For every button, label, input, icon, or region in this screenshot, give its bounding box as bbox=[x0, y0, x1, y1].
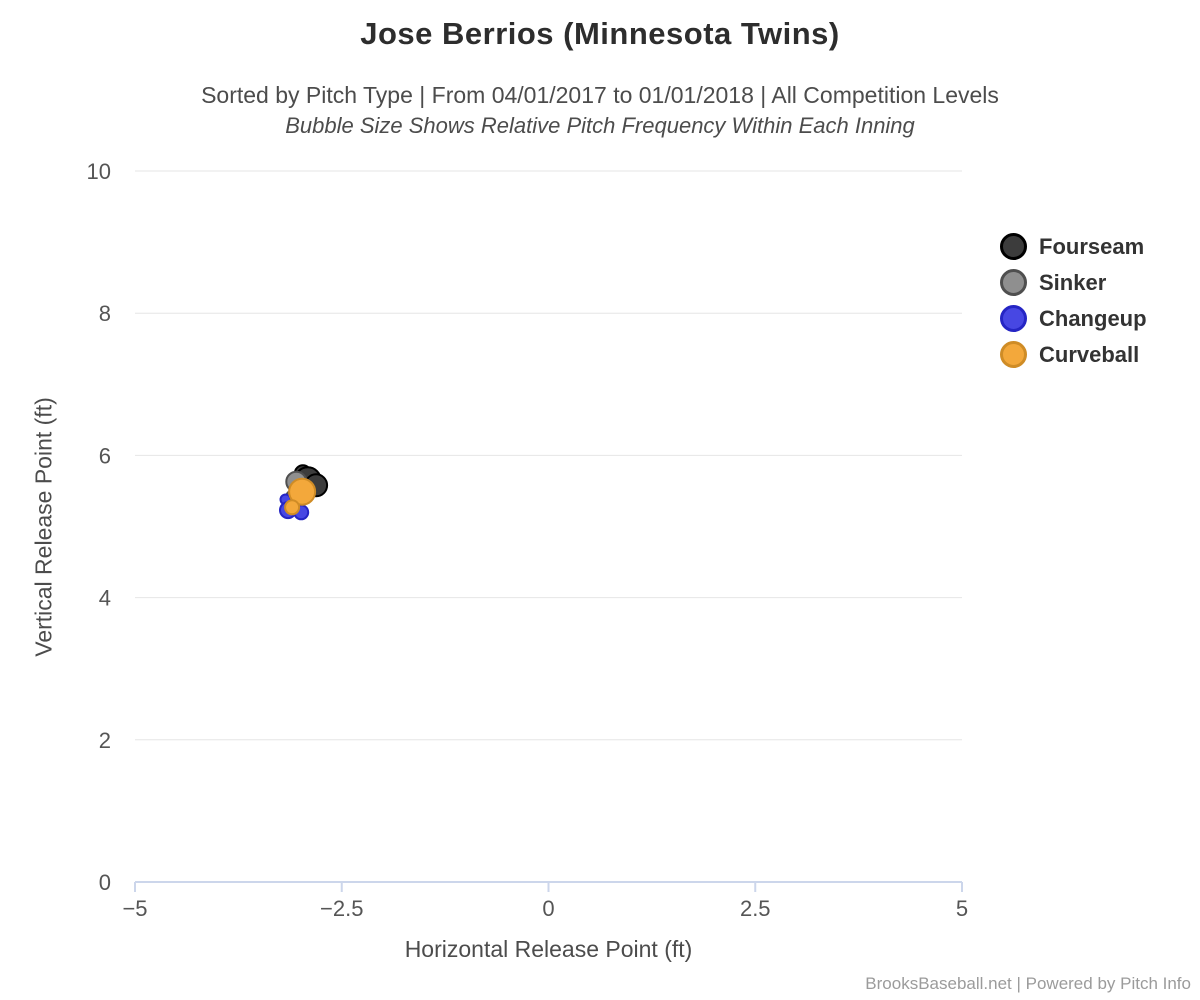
bubble-curveball[interactable] bbox=[284, 499, 301, 516]
legend-marker-curveball-icon bbox=[1000, 341, 1027, 368]
x-tick-label: 0 bbox=[542, 896, 554, 921]
x-tick-label: 2.5 bbox=[740, 896, 771, 921]
y-axis-title: Vertical Release Point (ft) bbox=[30, 397, 57, 657]
y-tick-label: 0 bbox=[99, 870, 111, 895]
x-tick-label: 5 bbox=[956, 896, 968, 921]
legend-item-curveball[interactable]: Curveball bbox=[1000, 341, 1147, 368]
legend-item-changeup[interactable]: Changeup bbox=[1000, 305, 1147, 332]
legend-marker-fourseam-icon bbox=[1000, 233, 1027, 260]
y-tick-label: 4 bbox=[99, 586, 111, 611]
y-tick-label: 2 bbox=[99, 728, 111, 753]
legend-label-changeup: Changeup bbox=[1039, 305, 1147, 331]
y-tick-label: 10 bbox=[87, 159, 111, 184]
legend-label-sinker: Sinker bbox=[1039, 269, 1107, 295]
bubble-curveball[interactable] bbox=[288, 477, 317, 506]
legend: Fourseam Sinker Changeup Curveball bbox=[1000, 233, 1147, 368]
legend-item-fourseam[interactable]: Fourseam bbox=[1000, 233, 1147, 260]
y-tick-label: 6 bbox=[99, 443, 111, 468]
y-tick-label: 8 bbox=[99, 301, 111, 326]
x-axis-title: Horizontal Release Point (ft) bbox=[404, 936, 693, 962]
legend-label-fourseam: Fourseam bbox=[1039, 233, 1145, 259]
x-tick-label: −5 bbox=[122, 896, 147, 921]
chart-subtitle: Sorted by Pitch Type | From 04/01/2017 t… bbox=[201, 82, 999, 108]
legend-marker-sinker-icon bbox=[1000, 269, 1027, 296]
legend-marker-changeup-icon bbox=[1000, 305, 1027, 332]
chart-subtitle-note: Bubble Size Shows Relative Pitch Frequen… bbox=[285, 113, 915, 138]
credit-footer: BrooksBaseball.net | Powered by Pitch In… bbox=[865, 974, 1191, 993]
legend-label-curveball: Curveball bbox=[1039, 341, 1140, 367]
chart-title: Jose Berrios (Minnesota Twins) bbox=[360, 16, 840, 51]
legend-item-sinker[interactable]: Sinker bbox=[1000, 269, 1147, 296]
series-curveball bbox=[284, 477, 317, 516]
x-tick-label: −2.5 bbox=[320, 896, 363, 921]
